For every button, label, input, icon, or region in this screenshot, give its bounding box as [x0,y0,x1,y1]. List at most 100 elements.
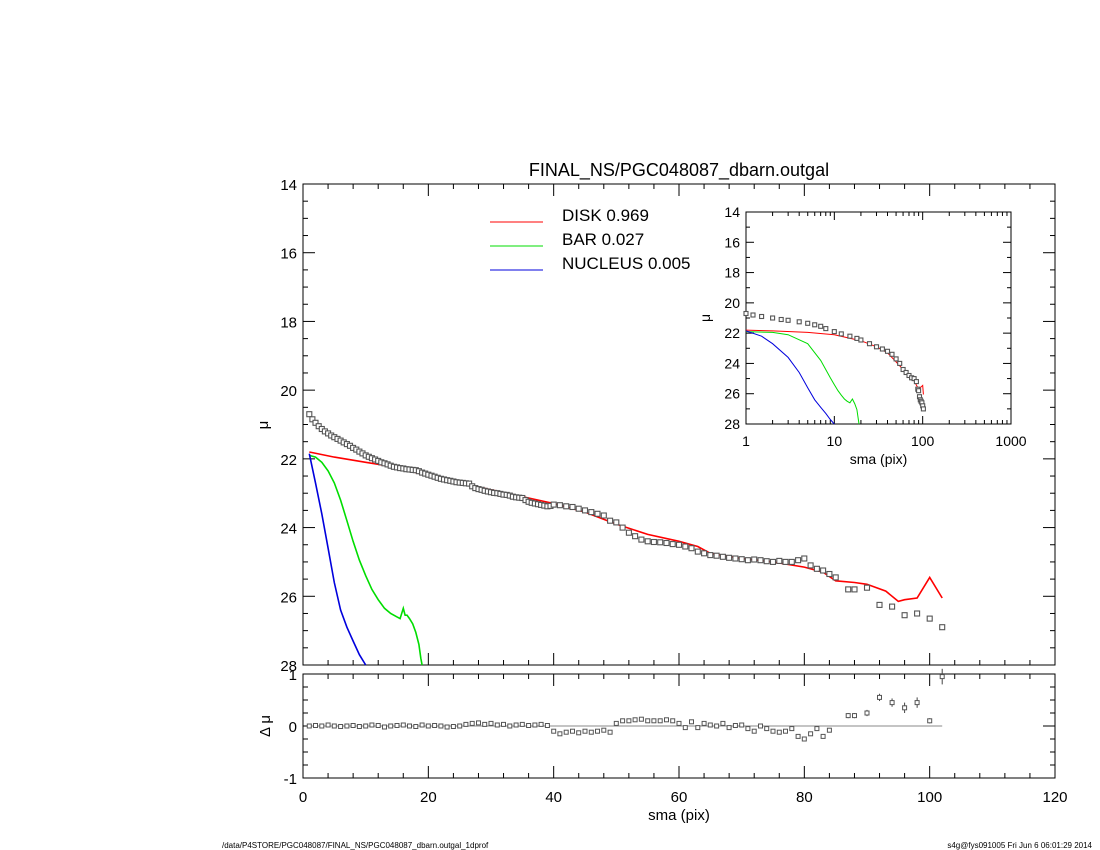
residual-y-axis-label: Δ μ [257,715,274,737]
observed-point [901,612,908,619]
inset-series-line-nucleus [745,330,835,425]
chart-title: FINAL_NS/PGC048087_dbarn.outgal [529,160,829,181]
observed-point [751,556,758,563]
observed-point [757,557,764,564]
observed-point [694,548,701,555]
observed-point [309,416,316,423]
observed-point [845,586,852,593]
inset-x-axis-label: sma (pix) [850,451,908,467]
inset-observed-point [916,388,922,394]
x-tick-label: 80 [796,789,813,806]
residual-point [845,713,851,719]
y-tick-label: 20 [280,383,297,400]
residual-point [375,723,381,728]
residual-point [695,725,701,731]
observed-point [550,501,557,508]
x-tick-label: 120 [1042,789,1067,806]
observed-point [801,555,808,562]
residual-point [814,726,820,732]
y-tick-label: 14 [280,177,297,194]
footer-file-path: /data/P4STORE/PGC048087/FINAL_NS/PGC0480… [222,841,489,850]
observed-point [632,533,639,540]
residual-point [519,721,525,727]
inset-observed-point [770,315,776,321]
inset-observed-point [759,313,765,320]
residual-point [776,729,782,735]
residual-point [864,710,870,716]
residual-point [632,717,638,723]
residual-y-tick-label: 0 [289,719,297,736]
residual-point [657,718,663,724]
residual-point [720,720,726,726]
residual-point [902,705,908,711]
residual-point [551,728,557,734]
observed-point [863,584,871,591]
observed-point [769,558,777,565]
observed-point [312,419,319,426]
residual-point [701,720,707,726]
observed-point [820,567,827,574]
residual-point [306,723,312,729]
y-tick-label: 24 [280,521,297,538]
observed-point [832,574,839,581]
residual-point [745,726,751,732]
residual-point [544,723,550,728]
inset-panel: 14 16 18 20 22 24 26 281 10 100 1000 sma (pix) μ [697,204,1027,467]
residual-point [620,718,626,724]
observed-point [713,552,720,559]
residual-point [707,722,713,728]
residual-point [313,723,318,728]
residual-point [488,720,494,726]
observed-point [588,509,595,516]
residual-point [400,722,406,728]
residual-point [563,729,569,735]
observed-point [575,505,582,512]
residual-point [350,723,356,728]
inset-observed-point [805,320,811,326]
y-tick-label: 18 [280,314,297,331]
observed-point [644,538,651,545]
residual-point [607,729,613,735]
x-tick-label: 60 [671,789,688,806]
observed-point [807,562,814,569]
inset-observed-point [900,366,906,373]
residual-point [457,723,463,729]
inset-y-tick-label: 22 [724,325,740,341]
residual-point [645,718,651,724]
observed-point [657,539,664,546]
inset-observed-point [879,346,885,352]
inset-y-tick-label: 20 [724,295,740,311]
y-tick-label: 28 [280,658,297,675]
observed-point [707,552,714,559]
inset-observed-point [884,348,891,354]
observed-point [813,565,820,572]
inset-observed-point [920,406,926,412]
observed-point [726,554,733,561]
observed-point [744,557,751,564]
residual-point [595,728,600,734]
residual-point [570,728,575,734]
residual-point [444,724,450,730]
residual-point [538,721,544,727]
inset-observed-point [778,316,784,323]
residual-point [877,694,882,700]
residual-point [789,726,795,732]
y-tick-label: 26 [280,589,297,606]
residual-point [601,727,607,733]
inset-observed-point [913,379,919,385]
residual-point [432,723,438,728]
residual-point [394,723,400,728]
observed-point [675,541,683,548]
residual-point [638,716,644,722]
observed-point [719,553,726,560]
inset-y-tick-label: 24 [724,355,740,371]
residual-point [450,724,456,729]
residual-point [670,718,676,724]
observed-point [701,550,708,557]
residual-point [325,722,331,728]
inset-observed-point [785,317,791,323]
residual-point [419,722,425,728]
observed-point [939,624,946,631]
